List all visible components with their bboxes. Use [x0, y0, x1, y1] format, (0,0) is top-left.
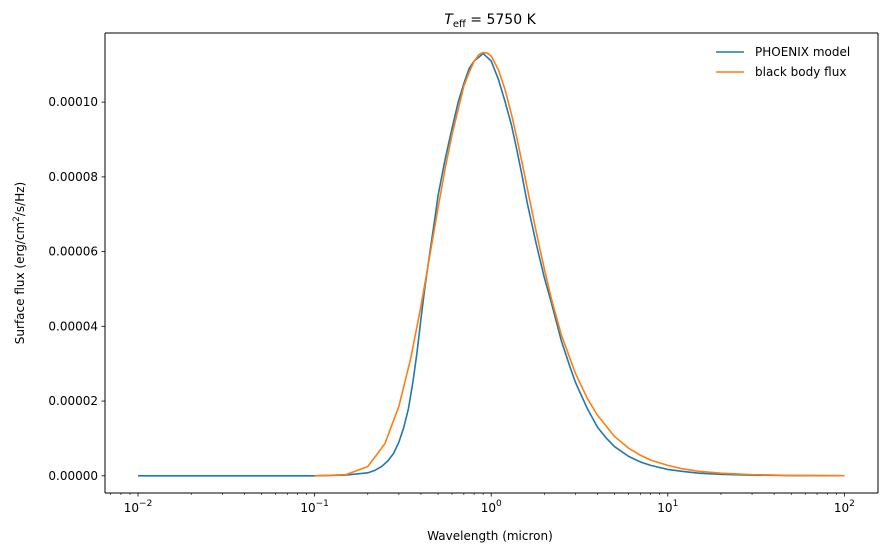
y-tick-label: 0.00010: [48, 95, 98, 109]
legend-label-0: PHOENIX model: [755, 45, 850, 59]
x-tick-label: 102: [834, 499, 855, 515]
y-axis-label: Surface flux (erg/cm2/s/Hz): [12, 182, 27, 344]
x-tick-label: 101: [657, 499, 678, 515]
y-tick-label: 0.00002: [48, 394, 98, 408]
x-tick-label: 100: [481, 499, 502, 515]
x-tick-label: 10−1: [300, 499, 329, 515]
y-tick-label: 0.00004: [48, 319, 98, 333]
x-tick-label: 10−2: [124, 499, 153, 515]
y-tick-label: 0.00008: [48, 170, 98, 184]
x-axis: 10−2 10−1 100 101 102: [110, 493, 855, 515]
series-line-0: [138, 52, 845, 477]
y-tick-label: 0.00000: [48, 469, 98, 483]
series-layer: [138, 51, 845, 477]
y-axis: 0.00000 0.00002 0.00004 0.00006 0.00008 0.000…: [48, 95, 105, 483]
y-tick-label: 0.00006: [48, 245, 98, 259]
chart-title: Teff = 5750 K: [444, 12, 536, 30]
legend-label-1: black body flux: [755, 65, 846, 79]
x-axis-label: Wavelength (micron): [427, 529, 553, 543]
series-line-1: [314, 51, 845, 477]
legend: PHOENIX model black body flux: [716, 45, 850, 79]
